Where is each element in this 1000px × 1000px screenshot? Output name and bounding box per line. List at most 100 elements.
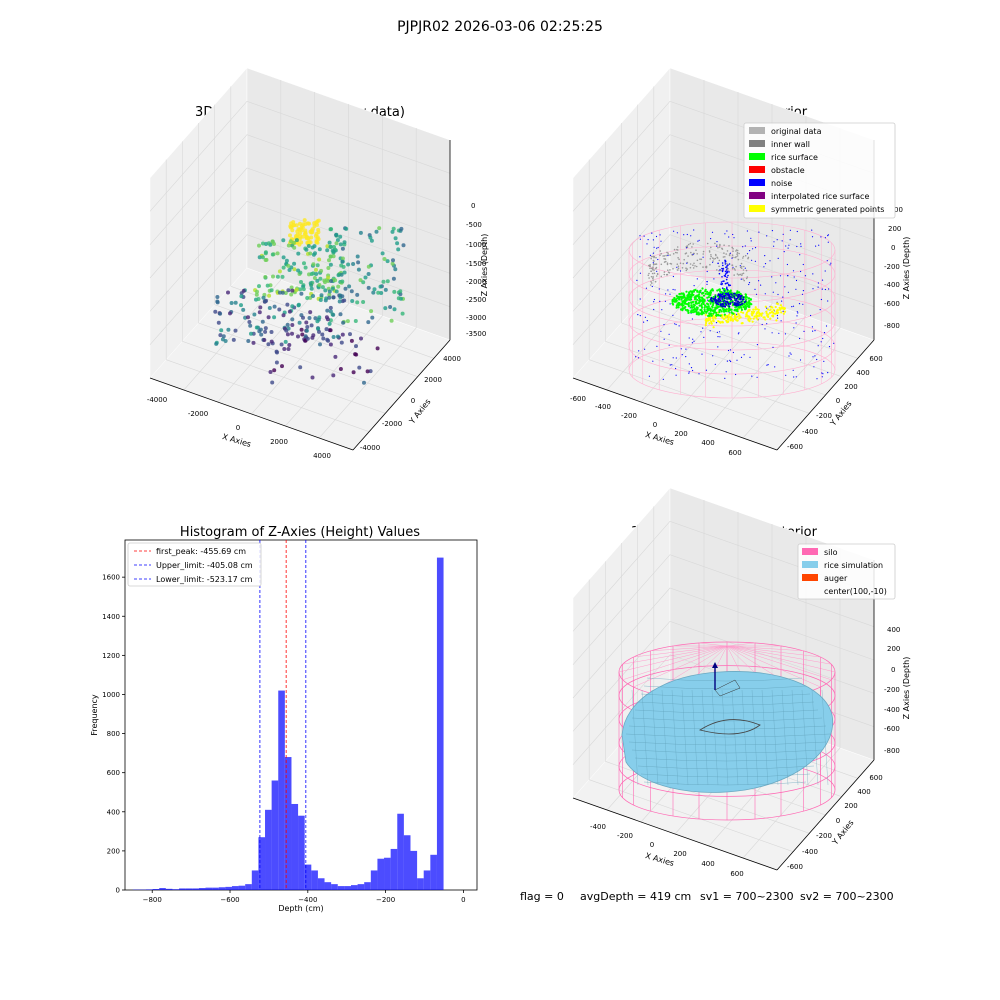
inner-wall-point bbox=[663, 258, 665, 260]
scatter-point bbox=[391, 258, 395, 263]
noise-point bbox=[756, 344, 759, 346]
noise-point bbox=[727, 349, 730, 352]
histogram-bar bbox=[165, 888, 173, 890]
noise-point bbox=[737, 333, 740, 335]
y-tick-label: -400 bbox=[802, 848, 818, 856]
y-tick-label: 400 bbox=[107, 808, 120, 816]
scatter-point bbox=[270, 380, 275, 385]
z-tick-label: 400 bbox=[887, 626, 900, 634]
inner-wall-point bbox=[651, 282, 653, 284]
inner-wall-point bbox=[725, 253, 727, 255]
inner-wall-point bbox=[649, 267, 651, 270]
rice-surface-point bbox=[698, 304, 701, 307]
noise-point bbox=[637, 357, 640, 359]
noise-point bbox=[822, 373, 824, 375]
inner-wall-point bbox=[710, 255, 712, 258]
rice-surface-point bbox=[733, 309, 736, 312]
rice-surface-point bbox=[693, 298, 697, 301]
symmetric-point bbox=[707, 319, 710, 322]
scatter-point bbox=[306, 236, 310, 241]
surface-mesh-line bbox=[640, 693, 811, 698]
inner-wall-point bbox=[724, 255, 726, 258]
inner-wall-point bbox=[650, 280, 652, 283]
noise-point bbox=[653, 301, 655, 303]
scatter-point bbox=[335, 334, 340, 339]
scatter-point bbox=[324, 315, 329, 320]
noise-point bbox=[735, 298, 738, 300]
noise-point bbox=[727, 274, 729, 277]
histogram-reference-lines bbox=[259, 540, 307, 890]
scatter-point bbox=[341, 320, 346, 325]
scatter-point bbox=[331, 254, 336, 259]
noise-point bbox=[659, 234, 661, 236]
x-tick-label: -600 bbox=[570, 395, 586, 403]
rice-surface-point bbox=[691, 290, 694, 293]
scatter-point bbox=[315, 319, 320, 324]
rice-surface-point bbox=[728, 308, 732, 312]
noise-point bbox=[652, 252, 655, 254]
noise-point bbox=[645, 287, 648, 289]
scatter-point bbox=[298, 365, 303, 370]
scatter-point bbox=[291, 240, 296, 245]
inner-wall-point bbox=[726, 250, 729, 252]
scatter-point bbox=[351, 262, 356, 266]
symmetric-point bbox=[771, 314, 774, 317]
inner-wall-point bbox=[673, 248, 676, 251]
scatter-point bbox=[297, 242, 302, 247]
noise-point bbox=[755, 293, 758, 295]
noise-point bbox=[754, 260, 757, 262]
scatter-point bbox=[296, 268, 301, 273]
y-tick-label: 0 bbox=[116, 887, 120, 895]
rice-surface-point bbox=[745, 303, 748, 306]
z-tick-label: -200 bbox=[884, 263, 900, 271]
scatter-point bbox=[327, 292, 332, 297]
symmetric-point bbox=[761, 312, 764, 315]
noise-point bbox=[821, 279, 824, 281]
scatter-point bbox=[361, 280, 366, 285]
scatter-point bbox=[366, 264, 371, 269]
x-axis-line bbox=[149, 377, 354, 451]
scatter-point bbox=[311, 294, 315, 298]
symmetric-point bbox=[751, 312, 755, 315]
scatter-point bbox=[346, 262, 351, 267]
rice-surface-point bbox=[672, 303, 675, 306]
noise-point bbox=[802, 263, 804, 266]
z-tick-label: -200 bbox=[884, 686, 900, 694]
scatter-point bbox=[358, 230, 363, 235]
scatter-point bbox=[290, 317, 295, 322]
panel-raw-z-ticks: 0 -500 -1000 -1500 -2000 -2500 -3000 -35… bbox=[466, 202, 486, 338]
symmetric-point bbox=[704, 319, 707, 322]
noise-point bbox=[716, 302, 719, 305]
symmetric-point bbox=[710, 320, 713, 323]
scatter-point bbox=[368, 369, 373, 374]
z-tick-label: -3500 bbox=[466, 330, 486, 338]
x-tick-label: -400 bbox=[590, 823, 606, 831]
scatter-point bbox=[263, 326, 268, 331]
noise-point bbox=[691, 342, 694, 344]
inner-wall-point bbox=[747, 257, 749, 260]
symmetric-point bbox=[718, 320, 721, 323]
histogram-bar bbox=[238, 885, 246, 890]
x-tick-label: -200 bbox=[617, 832, 633, 840]
rice-surface-point bbox=[701, 287, 704, 290]
noise-point bbox=[696, 278, 698, 280]
scatter-point bbox=[248, 323, 253, 328]
scatter-point bbox=[271, 274, 275, 279]
scatter-point bbox=[284, 328, 289, 333]
scatter-point bbox=[396, 247, 401, 252]
histogram-bar bbox=[185, 888, 193, 890]
histogram-y-ticks: 0 200 400 600 800 1000 1200 1400 1600 bbox=[102, 574, 125, 895]
scatter-point bbox=[290, 288, 295, 293]
scatter-point bbox=[342, 298, 347, 303]
scatter-point bbox=[326, 275, 331, 280]
noise-point bbox=[793, 327, 795, 329]
z-tick-label: 00 bbox=[894, 206, 903, 214]
rice-surface-point bbox=[677, 306, 680, 309]
symmetric-point bbox=[757, 308, 760, 311]
scatter-point bbox=[295, 234, 300, 239]
histogram-bar bbox=[397, 813, 404, 890]
rice-surface-point bbox=[678, 295, 682, 299]
noise-point bbox=[822, 337, 824, 340]
noise-point bbox=[733, 237, 735, 239]
histogram-bar bbox=[192, 888, 199, 890]
